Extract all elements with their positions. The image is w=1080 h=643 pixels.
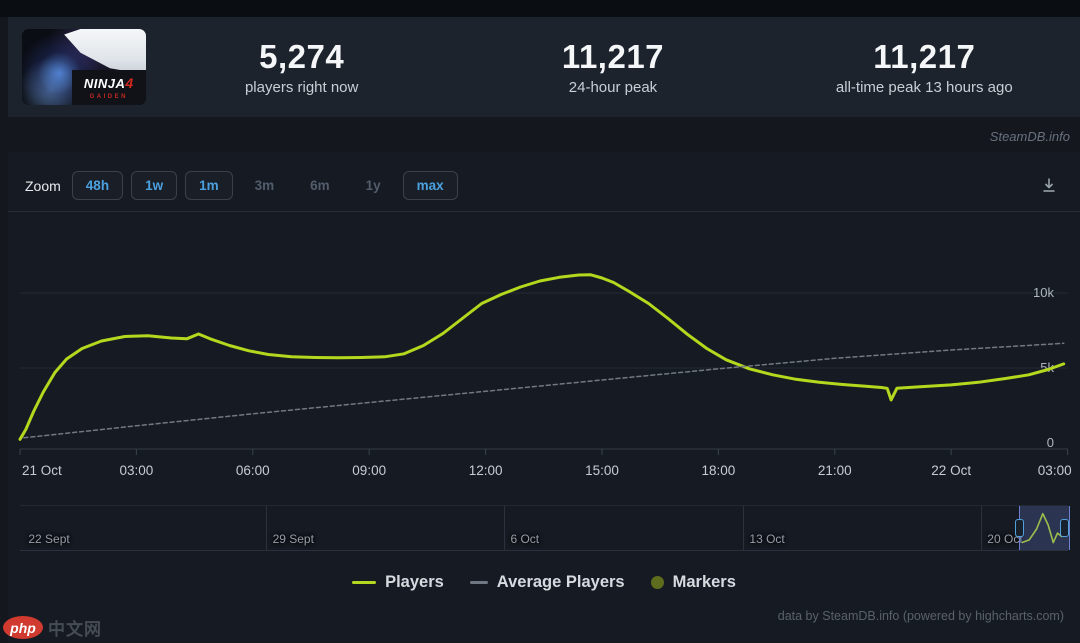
x-axis-label: 12:00 — [469, 463, 503, 478]
peak-24h-label: 24-hour peak — [568, 79, 658, 96]
navigator-gridline — [504, 506, 506, 550]
x-axis-label: 15:00 — [585, 463, 619, 478]
stats-row: 5,274 players right now 11,217 24-hour p… — [146, 38, 1080, 96]
navigator-gridline — [743, 506, 745, 550]
y-axis-label: 10k — [1033, 285, 1054, 300]
php-watermark-text: 中文网 — [48, 620, 102, 639]
markers-swatch-icon — [650, 576, 664, 589]
navigator-handle-left[interactable] — [1014, 519, 1024, 537]
zoom-controls: Zoom 48h 1w 1m 3m 6m 1y max — [25, 171, 458, 200]
game-logo: NINJA4 GAIDEN — [71, 70, 146, 105]
x-axis-label: 18:00 — [702, 463, 736, 478]
players-now-label: players right now — [244, 79, 359, 96]
average-players-swatch-icon — [469, 581, 488, 584]
alltime-peak-value: 11,217 — [873, 38, 976, 75]
stat-24h-peak: 11,217 24-hour peak — [457, 38, 768, 96]
chart-credits: data by SteamDB.info (powered by highcha… — [777, 609, 1064, 623]
x-axis-label: 06:00 — [236, 463, 270, 478]
toolbar-divider — [8, 211, 1080, 212]
top-bar — [0, 0, 1080, 17]
x-axis-label: 09:00 — [352, 463, 386, 478]
players-series-line — [18, 273, 1066, 441]
x-axis-label: 22 Oct — [931, 463, 971, 478]
x-axis-label: 03:00 — [120, 463, 154, 478]
zoom-6m-button: 6m — [296, 171, 344, 200]
legend-item-markers[interactable]: Markers — [650, 573, 736, 592]
game-logo-title: NINJA — [83, 75, 126, 91]
stat-alltime-peak: 11,217 all-time peak 13 hours ago — [769, 38, 1080, 96]
legend-item-players[interactable]: Players — [352, 573, 444, 592]
x-axis-label: 21 Oct — [22, 463, 62, 478]
navigator-gridline — [981, 506, 983, 550]
game-capsule-image[interactable]: NINJA4 GAIDEN — [22, 29, 146, 105]
zoom-buttons: 48h 1w 1m 3m 6m 1y max — [71, 171, 458, 200]
navigator-date-label: 22 Sept — [28, 532, 70, 546]
navigator-date-label: 29 Sept — [272, 532, 314, 546]
php-cn-watermark: php 中文网 — [3, 615, 102, 640]
navigator[interactable]: 22 Sept 29 Sept 6 Oct 13 Oct 20 Oct — [20, 505, 1070, 551]
average-players-series-line — [23, 342, 1065, 439]
zoom-max-button[interactable]: max — [402, 171, 458, 200]
players-now-value: 5,274 — [259, 38, 345, 75]
steamdb-site-watermark: SteamDB.info — [989, 129, 1070, 144]
zoom-3m-button: 3m — [241, 171, 289, 200]
chart-legend: Players Average Players Markers — [8, 573, 1080, 592]
legend-label: Markers — [672, 573, 736, 591]
zoom-1y-button: 1y — [352, 171, 395, 200]
players-swatch-icon — [352, 580, 377, 585]
navigator-handle-right[interactable] — [1060, 519, 1069, 537]
header-stats-panel: NINJA4 GAIDEN 5,274 players right now 11… — [8, 17, 1080, 117]
legend-label: Players — [385, 573, 444, 591]
zoom-label: Zoom — [25, 177, 61, 194]
navigator-date-label: 20 Oct — [987, 532, 1023, 546]
navigator-date-label: 6 Oct — [510, 532, 540, 546]
zoom-1m-button[interactable]: 1m — [185, 171, 233, 200]
peak-24h-value: 11,217 — [561, 38, 665, 75]
game-logo-accent: 4 — [125, 74, 134, 91]
zoom-1w-button[interactable]: 1w — [131, 171, 178, 200]
alltime-peak-label: all-time peak 13 hours ago — [835, 79, 1013, 96]
x-axis-label: 03:00 — [1038, 463, 1072, 478]
legend-item-average-players[interactable]: Average Players — [469, 573, 625, 592]
zoom-48h-button[interactable]: 48h — [71, 171, 124, 200]
php-badge-icon: php — [3, 616, 43, 639]
navigator-sparkline — [1021, 512, 1068, 544]
download-chart-button[interactable] — [1040, 176, 1058, 199]
x-axis-label: 21:00 — [818, 463, 852, 478]
navigator-gridline — [266, 506, 268, 550]
game-logo-subtitle: GAIDEN — [89, 93, 128, 100]
y-axis-label: 0 — [1047, 435, 1054, 450]
navigator-date-label: 13 Oct — [749, 532, 785, 546]
chart-panel: Zoom 48h 1w 1m 3m 6m 1y max 0 5k 10k 21 Oct 03:00 0… — [8, 152, 1080, 643]
download-icon — [1043, 178, 1055, 192]
legend-label: Average Players — [496, 573, 625, 591]
stat-players-now: 5,274 players right now — [146, 38, 457, 96]
